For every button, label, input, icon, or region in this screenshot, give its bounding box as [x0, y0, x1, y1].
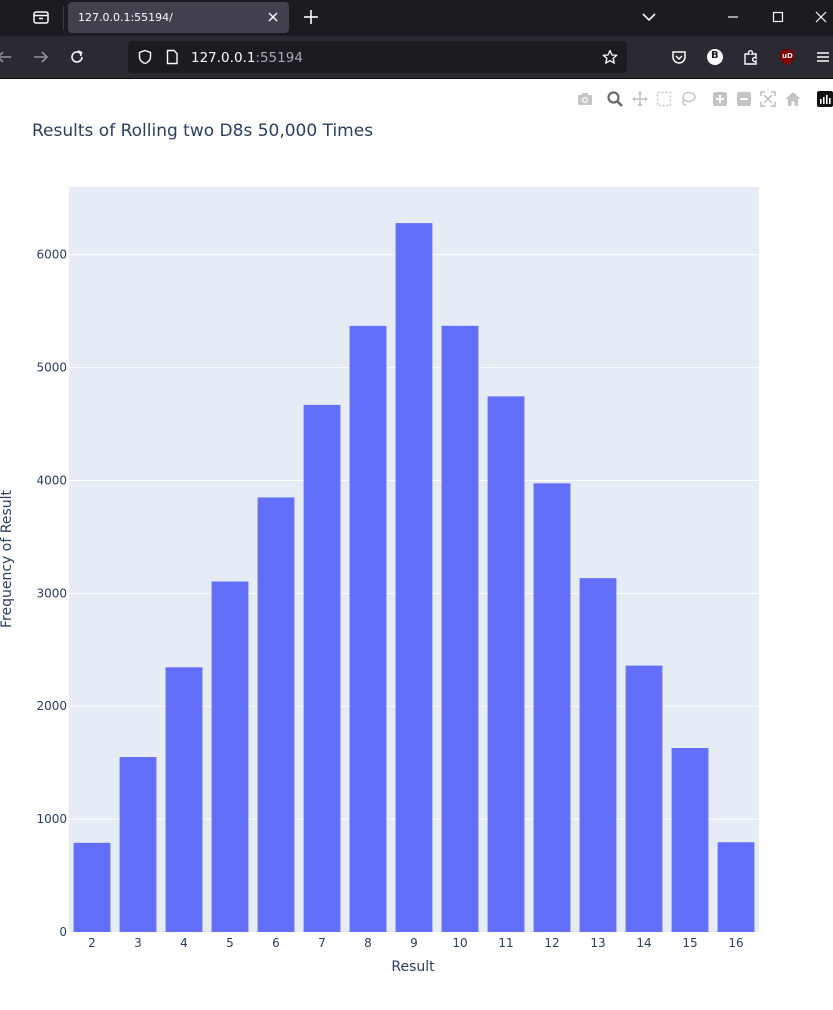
x-tick-label: 5	[226, 936, 234, 950]
x-tick-label: 16	[728, 936, 743, 950]
camera-icon[interactable]	[576, 90, 594, 108]
y-tick-label: 2000	[36, 699, 67, 713]
y-tick-label: 3000	[36, 586, 67, 600]
forward-icon[interactable]	[31, 47, 51, 67]
menu-icon[interactable]	[813, 47, 833, 67]
extension-b-icon[interactable]: B	[705, 47, 725, 67]
url-port: :55194	[255, 50, 303, 66]
bar-5[interactable]	[211, 581, 249, 932]
lasso-icon[interactable]	[679, 90, 697, 108]
url-host: 127.0.0.1	[191, 50, 256, 66]
x-tick-label: 4	[180, 936, 188, 950]
bar-2[interactable]	[73, 842, 111, 932]
bar-12[interactable]	[533, 483, 571, 932]
bar-13[interactable]	[579, 578, 617, 932]
y-tick-label: 1000	[36, 812, 67, 826]
y-tick-label: 4000	[36, 473, 67, 487]
reset-axes-icon[interactable]	[784, 90, 802, 108]
bar-3[interactable]	[119, 757, 157, 932]
extensions-puzzle-icon[interactable]	[741, 47, 761, 67]
new-tab-icon[interactable]	[300, 6, 322, 28]
zoom-icon[interactable]	[606, 90, 624, 108]
list-tabs-icon[interactable]	[638, 6, 660, 28]
bar-4[interactable]	[165, 667, 203, 932]
y-axis-title: Frequency of Result	[0, 490, 15, 628]
bar-11[interactable]	[487, 396, 525, 932]
pocket-icon[interactable]	[669, 47, 689, 67]
bar-6[interactable]	[257, 497, 295, 932]
plot-modebar	[570, 88, 833, 110]
bar-7[interactable]	[303, 404, 341, 932]
x-tick-label: 8	[364, 936, 372, 950]
x-tick-label: 11	[498, 936, 513, 950]
zoom-in-icon[interactable]	[711, 90, 729, 108]
bar-15[interactable]	[671, 748, 709, 932]
reload-icon[interactable]	[67, 47, 87, 67]
y-tick-label: 0	[59, 925, 67, 939]
x-tick-label: 13	[590, 936, 605, 950]
bookmark-star-icon[interactable]	[602, 49, 618, 65]
zoom-out-icon[interactable]	[735, 90, 753, 108]
tab-title: 127.0.0.1:55194/	[78, 11, 173, 24]
y-tick-label: 6000	[36, 248, 67, 262]
close-window-icon[interactable]	[810, 6, 832, 28]
active-tab[interactable]: 127.0.0.1:55194/	[68, 2, 289, 33]
box-select-icon[interactable]	[655, 90, 673, 108]
ublock-label: uD	[782, 52, 793, 60]
y-tick-label: 5000	[36, 361, 67, 375]
bar-8[interactable]	[349, 325, 387, 932]
maximize-icon[interactable]	[767, 6, 789, 28]
plotly-logo-icon[interactable]	[816, 90, 833, 108]
x-axis-title: Result	[391, 959, 435, 975]
x-tick-label: 12	[544, 936, 559, 950]
ublock-icon[interactable]: uD	[777, 47, 797, 67]
bar-16[interactable]	[717, 842, 755, 932]
x-tick-label: 9	[410, 936, 418, 950]
chart-title: Results of Rolling two D8s 50,000 Times	[32, 121, 374, 141]
x-tick-label: 15	[682, 936, 697, 950]
page-info-icon[interactable]	[164, 49, 180, 65]
bar-10[interactable]	[441, 325, 479, 932]
autoscale-icon[interactable]	[759, 90, 777, 108]
extension-b-label: B	[711, 50, 719, 61]
pan-icon[interactable]	[631, 90, 649, 108]
x-tick-label: 7	[318, 936, 326, 950]
x-tick-label: 6	[272, 936, 280, 950]
url-text[interactable]: 127.0.0.1:55194	[191, 50, 303, 66]
minimize-icon[interactable]	[722, 6, 744, 28]
navigation-bar: 127.0.0.1:55194 B uD	[0, 36, 833, 79]
address-bar[interactable]: 127.0.0.1:55194	[128, 41, 627, 73]
tab-separator	[63, 6, 64, 30]
bar-9[interactable]	[395, 223, 433, 932]
shield-icon[interactable]	[137, 49, 153, 65]
back-icon[interactable]	[0, 47, 14, 67]
x-tick-label: 3	[134, 936, 142, 950]
x-tick-label: 10	[452, 936, 467, 950]
x-tick-label: 14	[636, 936, 651, 950]
tab-overview-icon[interactable]	[26, 4, 56, 30]
tab-bar: 127.0.0.1:55194/	[0, 0, 833, 36]
close-tab-icon[interactable]	[264, 8, 282, 26]
x-tick-label: 2	[88, 936, 96, 950]
bar-14[interactable]	[625, 665, 663, 932]
